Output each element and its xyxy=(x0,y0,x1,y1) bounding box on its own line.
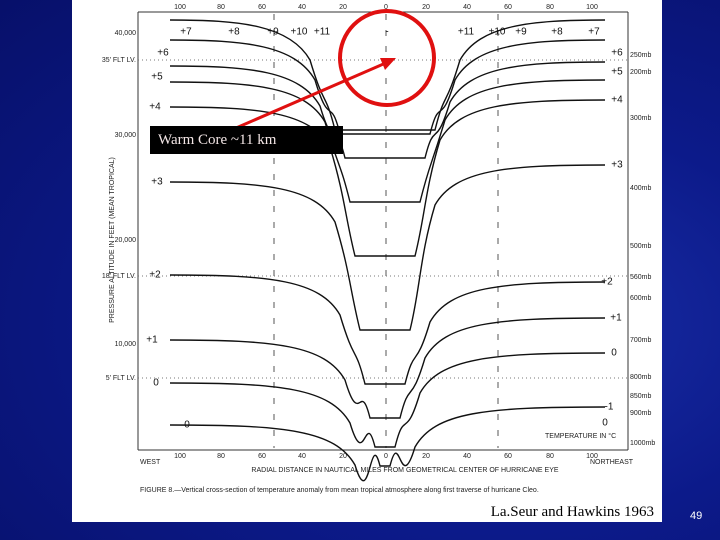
x-tick-top: 0 xyxy=(384,4,388,11)
contour-label: -1 xyxy=(605,402,614,413)
pressure-label: 500mb xyxy=(630,243,652,250)
pressure-label: 200mb xyxy=(630,69,652,76)
pressure-label: 400mb xyxy=(630,185,652,192)
contour-line xyxy=(169,317,606,419)
arrow-line xyxy=(235,60,389,130)
pressure-label: 560mb xyxy=(630,274,652,281)
contour-line xyxy=(169,99,606,257)
flight-level: 18' FLT LV. xyxy=(102,273,136,280)
contour-line xyxy=(169,352,606,448)
x-tick-bottom: 80 xyxy=(546,453,554,460)
y-tick: 10,000 xyxy=(115,341,137,348)
contour-line xyxy=(169,164,606,331)
contour-label: +4 xyxy=(149,102,161,113)
x-tick-top: 100 xyxy=(174,4,186,11)
contour-label: +8 xyxy=(228,27,240,38)
contour-line xyxy=(169,39,606,135)
x-tick-top: 20 xyxy=(422,4,430,11)
contour-label: +1 xyxy=(610,313,622,324)
figure: PRESSURE ALTITUDE IN FEET (MEAN TROPICAL… xyxy=(72,0,662,522)
contour-label: +2 xyxy=(601,277,613,288)
plot: PRESSURE ALTITUDE IN FEET (MEAN TROPICAL… xyxy=(102,4,656,494)
y-tick: 20,000 xyxy=(115,237,137,244)
contour-label: +8 xyxy=(551,27,563,38)
highlight-circle xyxy=(338,9,436,107)
x-tick-bottom: 20 xyxy=(422,453,430,460)
contour-label: +9 xyxy=(515,27,527,38)
x-tick-bottom: 20 xyxy=(339,453,347,460)
flight-level: 35' FLT LV. xyxy=(102,57,136,64)
west-label: WEST xyxy=(140,459,161,466)
contour-label: +5 xyxy=(611,67,623,78)
pressure-label: 600mb xyxy=(630,295,652,302)
contour-label: +11 xyxy=(314,27,331,38)
contour-label: +11 xyxy=(458,27,475,38)
legend: TEMPERATURE IN °C xyxy=(545,432,616,440)
pressure-label: 700mb xyxy=(630,337,652,344)
contour-label: +6 xyxy=(611,48,623,59)
pressure-label: 300mb xyxy=(630,115,652,122)
y-axis-label: PRESSURE ALTITUDE IN FEET (MEAN TROPICAL… xyxy=(109,157,116,323)
annotation: Warm Core ~11 km xyxy=(150,126,343,154)
contour-label: +7 xyxy=(588,27,600,38)
contour-label: 0 xyxy=(153,378,159,389)
citation: La.Seur and Hawkins 1963 xyxy=(458,500,660,522)
page-number: 49 xyxy=(690,510,703,522)
x-tick-top: 20 xyxy=(339,4,347,11)
flight-level: 5' FLT LV. xyxy=(106,375,136,382)
contour-label: +7 xyxy=(180,27,192,38)
x-tick-bottom: 60 xyxy=(258,453,266,460)
contour-label: +6 xyxy=(157,48,169,59)
y-tick: 30,000 xyxy=(115,132,137,139)
x-tick-bottom: 40 xyxy=(298,453,306,460)
pressure-label: 250mb xyxy=(630,52,652,59)
contour-label: +1 xyxy=(146,335,158,346)
pressure-label: 800mb xyxy=(630,374,652,381)
contour-line xyxy=(169,274,606,385)
contour-label: - xyxy=(385,27,388,38)
x-tick-bottom: 40 xyxy=(463,453,471,460)
contour-line xyxy=(169,19,606,131)
x-tick-bottom: 0 xyxy=(384,453,388,460)
x-tick-top: 80 xyxy=(546,4,554,11)
contour-label: +9 xyxy=(267,27,279,38)
x-tick-bottom: 100 xyxy=(174,453,186,460)
x-tick-top: 80 xyxy=(217,4,225,11)
pressure-label: 900mb xyxy=(630,410,652,417)
contour-label: +3 xyxy=(151,177,163,188)
x-tick-top: 40 xyxy=(463,4,471,11)
contour-label: +2 xyxy=(149,270,161,281)
contour-label: +10 xyxy=(489,27,506,38)
x-tick-top: 100 xyxy=(586,4,598,11)
x-tick-bottom: 100 xyxy=(586,453,598,460)
caption: FIGURE 8.—Vertical cross-section of temp… xyxy=(140,487,539,494)
contour-line xyxy=(169,61,606,159)
northeast-label: NORTHEAST xyxy=(590,459,634,466)
x-axis-label: RADIAL DISTANCE IN NAUTICAL MILES FROM G… xyxy=(251,467,558,474)
arrow-head xyxy=(380,58,396,70)
x-tick-top: 60 xyxy=(504,4,512,11)
contour-label: 0 xyxy=(602,418,608,429)
x-tick-bottom: 80 xyxy=(217,453,225,460)
x-tick-bottom: 60 xyxy=(504,453,512,460)
contour-label: +10 xyxy=(291,27,308,38)
y-tick: 40,000 xyxy=(115,30,137,37)
contour-label: +5 xyxy=(151,72,163,83)
x-tick-top: 40 xyxy=(298,4,306,11)
contour-label: +3 xyxy=(611,160,623,171)
contour-line xyxy=(169,79,606,203)
contour-label: +4 xyxy=(611,95,623,106)
pressure-label: 1000mb xyxy=(630,440,655,447)
contour-line xyxy=(169,406,606,482)
x-tick-top: 60 xyxy=(258,4,266,11)
pressure-label: 850mb xyxy=(630,393,652,400)
contour-label: 0 xyxy=(611,348,617,359)
